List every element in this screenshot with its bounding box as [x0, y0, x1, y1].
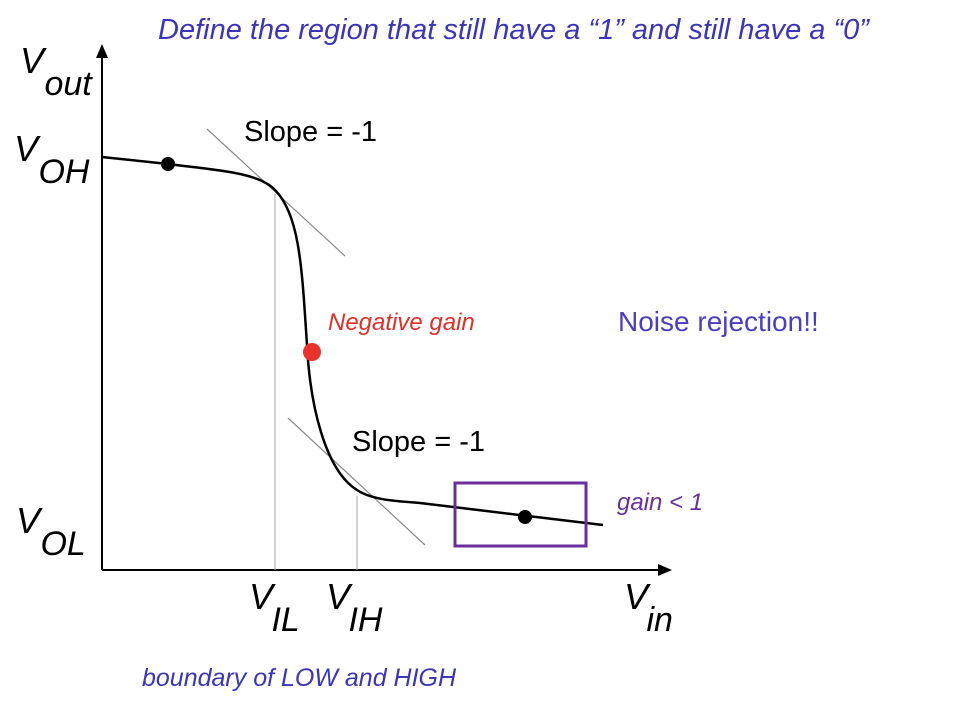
voh-label: V OH	[14, 128, 93, 191]
vih-label: V IH	[326, 576, 388, 639]
negative-gain-label: Negative gain	[328, 309, 475, 336]
x-axis-symbol: V	[624, 576, 649, 617]
vil-label: V IL	[249, 576, 306, 639]
voh-symbol: V	[14, 128, 39, 169]
vil-subscript: IL	[271, 601, 300, 639]
transfer-curve	[101, 155, 604, 527]
y-axis-label: V out	[20, 40, 96, 103]
vil-symbol: V	[249, 576, 274, 617]
vih-symbol: V	[326, 576, 351, 617]
voh-subscript: OH	[38, 153, 90, 191]
y-axis-symbol: V	[20, 40, 45, 81]
vol-label: V OL	[16, 500, 90, 563]
vol-subscript: OL	[40, 525, 86, 563]
slope-label-lower: Slope = -1	[352, 426, 486, 458]
x-axis-label: V in	[624, 576, 679, 639]
x-axis-subscript: in	[646, 601, 673, 639]
tangent-line-lower	[287, 417, 426, 546]
negative-gain-point	[303, 343, 321, 361]
high-level-point	[161, 157, 175, 171]
y-axis-subscript: out	[44, 65, 92, 103]
heading-text: Define the region that still have a “1” …	[158, 14, 869, 46]
slope-label-upper: Slope = -1	[244, 116, 378, 148]
vol-symbol: V	[16, 500, 41, 541]
noise-rejection-label: Noise rejection!!	[618, 306, 819, 337]
gain-label: gain < 1	[617, 489, 704, 516]
vih-subscript: IH	[348, 601, 383, 639]
low-level-point	[518, 510, 532, 524]
gain-region-box	[453, 481, 588, 548]
boundary-caption: boundary of LOW and HIGH	[142, 664, 457, 692]
